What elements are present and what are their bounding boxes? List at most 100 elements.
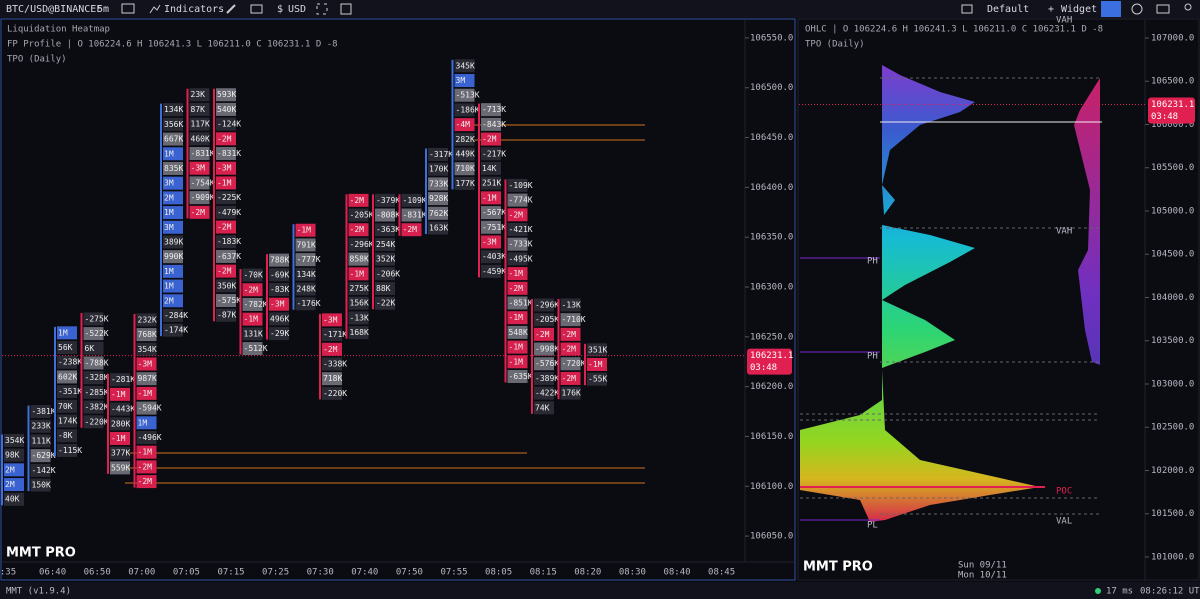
footprint-cell: [348, 193, 369, 207]
footprint-label: 117K: [191, 120, 210, 129]
indicators-icon[interactable]: [149, 4, 161, 14]
indicators[interactable]: Indicators: [164, 4, 224, 15]
fullscreen-icon[interactable]: [316, 3, 328, 15]
footprint-label: -2M: [323, 345, 338, 354]
overlay-label[interactable]: TPO (Daily): [7, 55, 67, 65]
footprint-label: 40K: [5, 495, 20, 504]
footprint-cell: [348, 326, 369, 340]
footprint-cell: [454, 162, 475, 176]
overlay-label[interactable]: TPO (Daily): [805, 40, 865, 50]
overlay-label[interactable]: FP Profile | O 106224.6 H 106241.3 L 106…: [7, 40, 338, 50]
footprint-cell: [216, 235, 236, 249]
footprint-cell: [57, 326, 77, 340]
footprint-cell: [163, 103, 183, 117]
footprint-cell: [136, 475, 157, 489]
currency-icon[interactable]: $: [277, 4, 283, 15]
footprint-cell: [216, 147, 236, 161]
footprint-cell: [216, 220, 236, 234]
profile-label: VAH: [1056, 16, 1072, 26]
footprint-cell: [560, 357, 581, 371]
x-tick-label: 07:15: [217, 568, 244, 578]
widget[interactable]: Widget: [1061, 4, 1097, 15]
footprint-cell: [322, 386, 342, 400]
footprint-cell: [4, 433, 24, 447]
footprint-cell: [454, 118, 475, 132]
footprint-label: -363K: [376, 225, 400, 234]
x-tick-label: :35: [0, 568, 16, 578]
y-tick-label: 104000.0: [1151, 293, 1194, 303]
footprint-cell: [348, 296, 369, 310]
draw-icon[interactable]: [226, 4, 236, 14]
footprint-cell: [216, 132, 236, 146]
footprint-label: -2M: [138, 477, 153, 486]
footprint-label: -2M: [138, 462, 153, 471]
footprint-label: -2M: [509, 284, 524, 293]
y-tick-label: 107000.0: [1151, 33, 1194, 43]
symbol[interactable]: BTC/USD@BINANCEF: [6, 4, 102, 15]
footprint-cell: [189, 147, 210, 161]
plus-icon[interactable]: +: [1048, 4, 1054, 15]
profile-guides: [800, 77, 1100, 515]
x-tick-label: 07:50: [396, 568, 423, 578]
settings-icon[interactable]: [1131, 3, 1143, 15]
snapshot-icon[interactable]: [340, 3, 352, 15]
footprint-label: -225K: [217, 193, 241, 202]
status-bar: [0, 582, 1200, 599]
footprint-cell: [454, 74, 475, 88]
footprint-cell: [375, 237, 395, 251]
footprint-label: 134K: [164, 105, 183, 114]
footprint-cell: [189, 205, 210, 219]
footprint-label: 352K: [376, 255, 395, 264]
footprint-cell: [57, 370, 77, 384]
footprint-cell: [136, 460, 157, 474]
footprint-cell: [83, 385, 104, 399]
footprint-label: 163K: [429, 224, 448, 233]
overlay-label[interactable]: OHLC | O 106224.6 H 106241.3 L 106211.0 …: [805, 25, 1103, 35]
footprint-label: -3M: [217, 164, 232, 173]
currency[interactable]: USD: [288, 4, 306, 15]
layout[interactable]: Default: [987, 4, 1029, 15]
list-icon[interactable]: [961, 4, 973, 14]
footprint-label: 1M: [164, 208, 174, 217]
profile-labels: VAH VAH PH PH POC VAL PL: [867, 16, 1072, 531]
footprint-cell: [560, 386, 581, 400]
footprint-cell: [136, 386, 157, 400]
user-icon[interactable]: [1184, 3, 1192, 11]
folder-icon[interactable]: [250, 4, 263, 14]
footprint-cell: [507, 178, 528, 192]
footprint-cell: [269, 268, 289, 282]
footprint-cell: [57, 341, 77, 355]
footprint-cell: [375, 208, 395, 222]
footprint-label: -710K: [562, 315, 586, 324]
footprint-cell: [454, 147, 475, 161]
learn-icon[interactable]: [1156, 4, 1170, 14]
footprint-label: 174K: [58, 417, 77, 426]
footprint-cell: [560, 298, 581, 312]
footprint-label: 150K: [32, 481, 51, 490]
footprint-cell: [507, 281, 528, 295]
overlay-label[interactable]: Liquidation Heatmap: [7, 25, 110, 35]
footprint-cell: [534, 313, 554, 327]
footprint-label: 275K: [350, 284, 369, 293]
y-tick-label: 106350.0: [750, 233, 793, 243]
footprint-cell: [216, 176, 236, 190]
footprint-label: -1M: [138, 389, 153, 398]
footprint-label: -317K: [429, 150, 453, 159]
footprint-label: -284K: [164, 311, 188, 320]
footprint-cell: [189, 117, 210, 131]
y-tick-label: 105000.0: [1151, 206, 1194, 216]
chart-type-icon[interactable]: [121, 3, 135, 14]
footprint-label: 449K: [456, 150, 475, 159]
footprint-cell: [189, 161, 210, 175]
x-tick-label: 08:30: [619, 568, 646, 578]
footprint-label: 3M: [456, 76, 466, 85]
footprint-cell: [322, 342, 342, 356]
footprint-cell: [507, 193, 528, 207]
camera-button[interactable]: [1101, 1, 1121, 17]
footprint-cell: [481, 191, 501, 205]
footprint-label: 131K: [244, 329, 263, 338]
profile-label: VAL: [1056, 517, 1072, 527]
footprint-cell: [110, 387, 130, 401]
footprint-label: -351K: [58, 387, 82, 396]
interval[interactable]: 5m: [97, 4, 109, 15]
